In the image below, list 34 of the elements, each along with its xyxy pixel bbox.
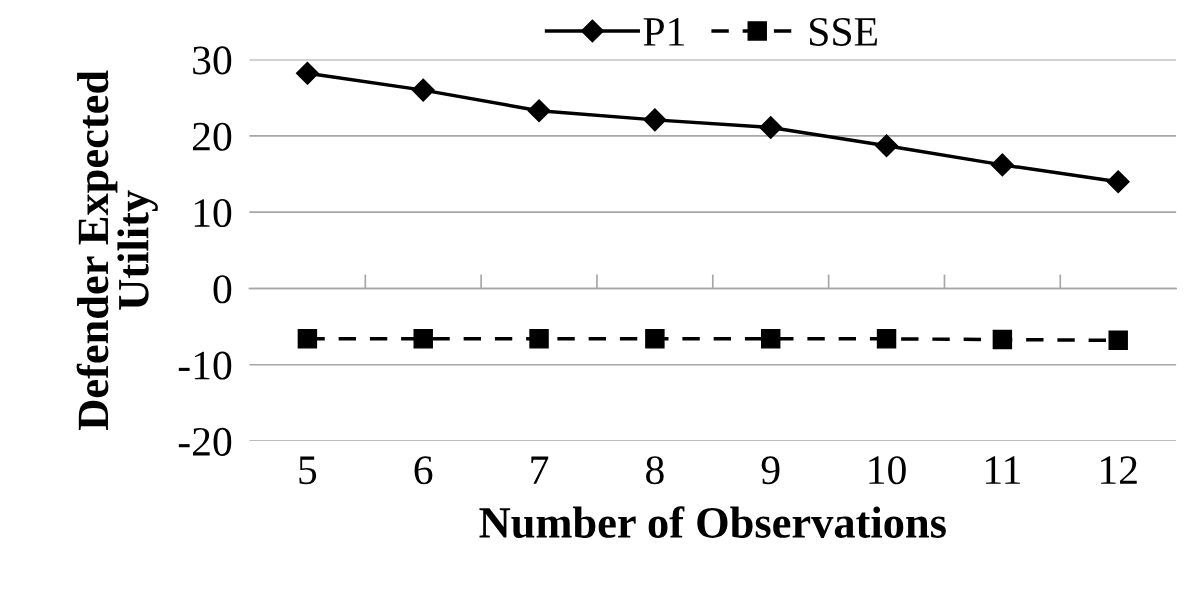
x-tick-label: 9: [761, 456, 780, 485]
x-tick-label: 10: [869, 456, 906, 485]
x-tick-label: 5: [299, 456, 317, 485]
point: [411, 78, 435, 102]
point: [992, 329, 1013, 350]
point: [297, 329, 318, 349]
y-tick-label: 30: [193, 46, 232, 75]
point: [643, 108, 667, 132]
legend-label: P1: [643, 18, 684, 46]
y-tick-label: -20: [178, 427, 232, 456]
x-axis-title: Number of Observations: [479, 506, 946, 538]
point: [645, 329, 665, 349]
point: [876, 329, 897, 349]
y-tick-label: -10: [178, 351, 232, 380]
x-tick-label: 11: [985, 456, 1020, 484]
point: [759, 115, 783, 139]
point: [527, 99, 551, 123]
x-tick-label: 12: [1101, 456, 1137, 484]
point: [760, 329, 781, 349]
point: [529, 329, 549, 349]
y-tick-label: 20: [192, 122, 232, 151]
point: [295, 61, 319, 85]
x-tick-label: 8: [646, 456, 664, 485]
point: [875, 134, 899, 158]
y-tick-label: 0: [213, 275, 232, 304]
legend-label: SSE: [810, 17, 877, 46]
x-tick-label: 6: [414, 456, 433, 485]
x-tick-label: 7: [531, 456, 549, 484]
y-axis-title: Defender Expected Utility: [76, 70, 158, 430]
point: [1106, 170, 1130, 194]
point: [413, 329, 433, 349]
point: [990, 153, 1014, 177]
point: [1108, 330, 1128, 351]
y-tick-label: 10: [194, 198, 232, 228]
